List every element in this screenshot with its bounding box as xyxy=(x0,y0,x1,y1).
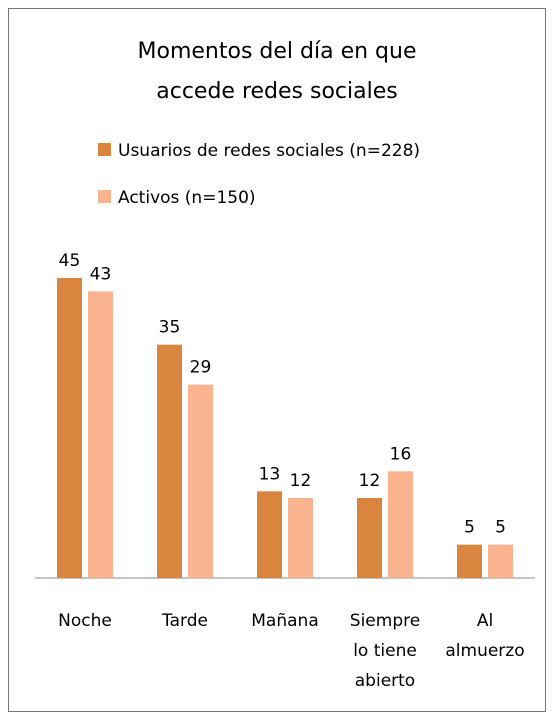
bar xyxy=(157,344,182,578)
data-label: 35 xyxy=(159,318,181,338)
legend-swatch xyxy=(98,190,111,203)
x-tick-label: Al almuerzo xyxy=(445,611,524,661)
x-tick-label: Tarde xyxy=(161,611,208,631)
data-label: 16 xyxy=(390,444,412,464)
legend-label: Usuarios de redes sociales (n=228) xyxy=(118,141,420,161)
bar xyxy=(388,471,413,578)
data-label: 45 xyxy=(59,251,81,271)
bar xyxy=(188,384,213,578)
legend-label: Activos (n=150) xyxy=(118,188,256,208)
data-label: 5 xyxy=(464,518,475,538)
bar xyxy=(57,278,82,578)
legend-swatch xyxy=(98,143,111,156)
bar xyxy=(488,544,513,578)
data-label: 13 xyxy=(259,464,281,484)
data-label: 29 xyxy=(190,358,212,378)
data-label: 12 xyxy=(359,471,381,491)
bar xyxy=(457,544,482,578)
data-label: 5 xyxy=(495,518,506,538)
data-label: 43 xyxy=(90,264,112,284)
x-tick-label: Noche xyxy=(58,611,112,631)
bar xyxy=(88,291,113,578)
bar xyxy=(357,498,382,578)
bar xyxy=(257,491,282,578)
data-label: 12 xyxy=(290,471,312,491)
x-tick-label: Siempre lo tiene abierto xyxy=(350,611,420,691)
chart-title: Momentos del día en que accede redes soci… xyxy=(138,39,417,104)
x-tick-label: Mañana xyxy=(251,611,318,631)
bar xyxy=(288,498,313,578)
